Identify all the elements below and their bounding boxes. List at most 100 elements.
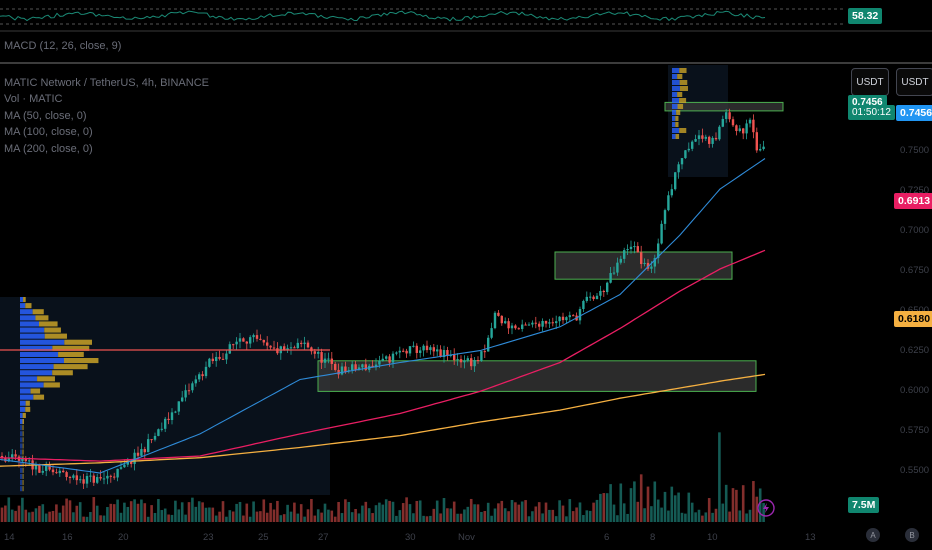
volume-profile-background [0, 65, 728, 495]
candle-body [130, 460, 133, 464]
volume-bar [259, 511, 262, 522]
volume-bar [374, 505, 378, 522]
currency-unit-button-right[interactable]: USDT [896, 68, 932, 96]
volume-bar [476, 504, 480, 522]
candle-body [541, 320, 544, 327]
volume-bar [153, 512, 157, 522]
ma200-legend[interactable]: MA (200, close, 0) [4, 143, 93, 155]
candle-body [65, 472, 68, 477]
volume-profile-buy [672, 104, 678, 109]
candle-body [429, 347, 432, 351]
candle-body [317, 352, 320, 354]
candle-body [759, 149, 762, 151]
candle-body [133, 452, 136, 464]
volume-bar [163, 508, 167, 522]
volume-bar [435, 500, 439, 522]
candle-body [177, 401, 180, 412]
volume-bar [201, 502, 204, 522]
volume-bar [701, 515, 704, 522]
ma200-line [0, 373, 766, 467]
volume-profile-sell [43, 382, 60, 388]
volume-bar [398, 510, 402, 522]
ma100-legend[interactable]: MA (100, close, 0) [4, 126, 93, 138]
volume-bar [510, 499, 514, 522]
volume-profile-buy [20, 351, 59, 357]
price-tick-label: 0.7000 [900, 225, 929, 236]
volume-legend[interactable]: Vol · MATIC [4, 93, 63, 105]
volume-bar [646, 486, 650, 522]
candle-body [691, 141, 694, 149]
log-scale-button[interactable]: B [905, 528, 919, 542]
volume-bar [174, 500, 177, 522]
candle-body [187, 390, 191, 392]
symbol-title[interactable]: MATIC Network / TetherUS, 4h, BINANCE [4, 77, 209, 89]
volume-bar [112, 504, 116, 522]
volume-bar [599, 493, 602, 522]
volume-bar [619, 483, 623, 522]
candle-body [38, 463, 41, 473]
volume-bar [585, 510, 589, 522]
volume-profile-sell [677, 74, 683, 79]
ma50-legend[interactable]: MA (50, close, 0) [4, 110, 87, 122]
macd-legend[interactable]: MACD (12, 26, close, 9) [4, 40, 122, 52]
candle-body [558, 316, 561, 322]
volume-bar [704, 512, 708, 522]
zone-box [664, 101, 784, 112]
ma100-price-badge: 0.6913 [894, 193, 932, 209]
volume-bar [27, 512, 31, 522]
volume-bar [214, 515, 218, 522]
candle-body [490, 328, 493, 338]
candle-body [48, 465, 51, 470]
candle-body [181, 397, 184, 402]
volume-bar [143, 503, 147, 522]
volume-bar [231, 511, 235, 522]
volume-bar [72, 512, 75, 522]
volume-bar [157, 499, 160, 522]
volume-bar [255, 511, 259, 522]
candle-body [72, 475, 75, 478]
volume-bar [752, 481, 755, 522]
volume-bar [690, 502, 694, 522]
candle-body [334, 363, 337, 370]
volume-profile-buy [20, 309, 33, 315]
volume-bar [721, 503, 725, 522]
volume-bar [568, 499, 572, 522]
price-axis[interactable]: 0.7500 0.7250 0.7000 0.6750 0.6500 0.6250 0.60… [900, 145, 929, 476]
volume-bar [575, 507, 578, 522]
volume-bar [184, 514, 187, 522]
volume-bar [395, 515, 398, 522]
candle-body [327, 358, 330, 360]
candle-body [34, 463, 38, 470]
candle-body [521, 324, 524, 329]
volume-bar [626, 513, 629, 522]
candle-body [79, 479, 82, 481]
volume-bar [673, 495, 677, 522]
volume-bar [170, 514, 174, 522]
volume-bar [68, 500, 72, 522]
volume-profile-sell [39, 321, 58, 327]
volume-bar [503, 508, 507, 522]
auto-scale-button[interactable]: A [866, 528, 880, 542]
candle-body [136, 452, 140, 456]
alert-bolt-icon[interactable] [757, 499, 775, 517]
volume-bar [554, 516, 558, 522]
date-axis[interactable]: 14 16 20 23 25 27 30 Nov 6 8 10 13 [4, 532, 816, 543]
volume-bar [500, 500, 504, 522]
volume-bar [537, 502, 541, 522]
candle-body [568, 315, 571, 318]
candle-body [463, 360, 466, 363]
volume-bar [303, 516, 306, 522]
volume-bar [687, 492, 691, 522]
volume-profile-buy [20, 297, 24, 303]
volume-bar [650, 506, 653, 522]
volume-bar [133, 499, 136, 522]
volume-bar [520, 501, 524, 522]
volume-profile-sell [22, 467, 24, 473]
currency-unit-button[interactable]: USDT [851, 68, 889, 96]
candle-body [470, 358, 473, 367]
volume-profile-sell [44, 333, 67, 339]
candle-body [140, 449, 143, 456]
volume-profile-sell [22, 425, 24, 431]
candle-body [745, 123, 748, 134]
